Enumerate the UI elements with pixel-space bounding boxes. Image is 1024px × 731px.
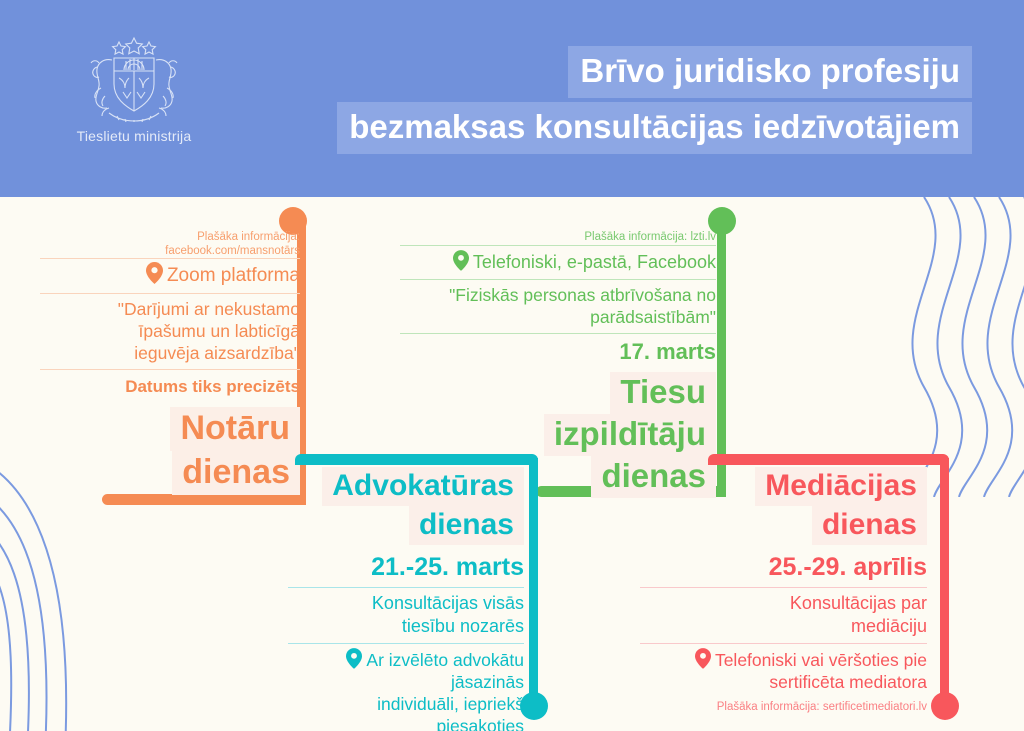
tiesu-divider-2 [400, 279, 716, 280]
notaru-heading-line-2: dienas [172, 451, 300, 495]
notaru-venue: Zoom platforma [40, 259, 300, 293]
mediacijas-timeline-vertical [940, 458, 949, 710]
tiesu-heading: Tiesu izpildītāju dienas [400, 372, 716, 498]
advokaturas-topic-line-1: Konsultācijas visās [371, 593, 524, 613]
advokaturas-heading-line-1: Advokatūras [322, 467, 524, 506]
advokaturas-divider-1 [288, 587, 524, 588]
notaru-heading-line-1: Notāru [170, 407, 300, 451]
notaru-info-line-1: Plašāka informācija: [197, 231, 300, 243]
tiesu-divider-3 [400, 333, 716, 334]
section-mediacijas-dienas: Mediācijas dienas 25.-29. aprīlis Konsul… [640, 455, 945, 725]
mediacijas-venue-row-1: Telefoniski vai vēršoties pie [640, 648, 927, 671]
notaru-topic-line-3: ieguvēja aizsardzība" [134, 343, 300, 363]
tiesu-venue-label: Telefoniski, e-pastā, Facebook [472, 252, 716, 272]
mediacijas-date: 25.-29. aprīlis [768, 553, 927, 581]
advokaturas-timeline-vertical [529, 458, 538, 710]
notaru-topic-line-1: "Darījumi ar nekustamo [117, 299, 300, 319]
mediacijas-timeline-dot [931, 692, 959, 720]
title-line-2: bezmaksas konsultācijas iedzīvotājiem [238, 102, 998, 154]
notaru-timeline-vertical [297, 220, 306, 504]
notaru-info: Plašāka informācija: facebook.com/mansno… [40, 230, 300, 258]
mediacijas-venue-line-1: Telefoniski vai vēršoties pie [714, 650, 927, 670]
ministry-logo: Tieslietu ministrija [44, 30, 224, 144]
mediacijas-heading: Mediācijas dienas [640, 467, 927, 545]
advokaturas-divider-2 [288, 643, 524, 644]
notaru-divider-1 [40, 258, 300, 259]
map-pin-icon [145, 262, 163, 284]
tiesu-timeline-vertical [717, 220, 726, 495]
advokaturas-timeline-dot [520, 692, 548, 720]
mediacijas-topic-line-1: Konsultācijas par [789, 593, 927, 613]
advokaturas-heading: Advokatūras dienas [288, 467, 524, 545]
mediacijas-topic: Konsultācijas par mediāciju [640, 588, 927, 643]
advokaturas-timeline-bar [295, 454, 538, 465]
mediacijas-heading-line-2: dienas [811, 506, 927, 545]
advokaturas-topic-line-2: tiesību nozarēs [401, 616, 524, 636]
tiesu-topic: "Fiziskās personas atbrīvošana no parāds… [400, 280, 716, 333]
notaru-topic: "Darījumi ar nekustamo īpašumu un labtic… [40, 294, 300, 369]
map-pin-icon [346, 648, 363, 669]
section-tiesu-izpilditaju-dienas: Plašāka informācija: lzti.lv Telefoniski… [400, 200, 730, 500]
header-title: Brīvo juridisko profesiju bezmaksas kons… [238, 46, 998, 154]
notaru-info-line-2: facebook.com/mansnotārs [165, 245, 300, 257]
tiesu-topic-line-2: parādsaistībām" [590, 307, 716, 327]
notaru-venue-label: Zoom platforma [166, 265, 300, 286]
mediacijas-info: Plašāka informācija: sertificetimediator… [716, 701, 927, 713]
title-line-1: Brīvo juridisko profesiju [238, 46, 998, 98]
mediacijas-topic-line-2: mediāciju [850, 616, 927, 636]
map-pin-icon [452, 250, 469, 271]
section-advokaturas-dienas: Advokatūras dienas 21.-25. marts Konsult… [288, 455, 540, 731]
mediacijas-venue: Telefoniski vai vēršoties pie sertificēt… [640, 644, 927, 696]
map-pin-icon [694, 648, 711, 669]
tiesu-venue: Telefoniski, e-pastā, Facebook [400, 246, 716, 279]
tiesu-topic-line-1: "Fiziskās personas atbrīvošana no [449, 285, 716, 305]
notaru-topic-line-2: īpašumu un labticīgā [138, 321, 301, 341]
notaru-date: Datums tiks precizēts [125, 377, 300, 396]
notaru-heading: Notāru dienas [40, 407, 300, 495]
advokaturas-venue: Ar izvēlēto advokātu jāsazinās individuā… [288, 644, 524, 731]
decorative-waves-right [908, 197, 1024, 497]
advokaturas-venue-line-2: individuāli, iepriekš piesakoties [377, 694, 524, 731]
tiesu-date: 17. marts [619, 339, 716, 364]
advokaturas-venue-row-1: Ar izvēlēto advokātu jāsazinās [288, 648, 524, 693]
advokaturas-heading-line-2: dienas [408, 506, 524, 545]
mediacijas-venue-line-2: sertificēta mediatora [769, 672, 927, 692]
header-band: Tieslietu ministrija Brīvo juridisko pro… [0, 0, 1024, 197]
notaru-divider-3 [40, 369, 300, 370]
advokaturas-topic: Konsultācijas visās tiesību nozarēs [288, 588, 524, 643]
notaru-timeline-bar [102, 494, 306, 505]
title-line-1-text: Brīvo juridisko profesiju [568, 46, 972, 98]
advokaturas-date: 21.-25. marts [371, 553, 524, 581]
mediacijas-divider-1 [640, 587, 927, 588]
notaru-divider-2 [40, 293, 300, 294]
mediacijas-timeline-bar [708, 454, 949, 465]
tiesu-info: Plašāka informācija: lzti.lv [584, 231, 716, 243]
tiesu-divider-1 [400, 245, 716, 246]
title-line-2-text: bezmaksas konsultācijas iedzīvotājiem [337, 102, 972, 154]
mediacijas-heading-line-1: Mediācijas [755, 467, 927, 506]
advokaturas-venue-line-1: Ar izvēlēto advokātu jāsazinās [366, 650, 524, 692]
tiesu-heading-line-1: Tiesu [610, 372, 716, 414]
tiesu-heading-line-2: izpildītāju [543, 414, 716, 456]
tiesu-heading-line-3: dienas [591, 456, 716, 498]
section-notaru-dienas: Plašāka informācija: facebook.com/mansno… [0, 200, 320, 510]
ministry-name-label: Tieslietu ministrija [76, 128, 192, 144]
mediacijas-divider-2 [640, 643, 927, 644]
latvian-coat-of-arms-icon [90, 36, 178, 122]
